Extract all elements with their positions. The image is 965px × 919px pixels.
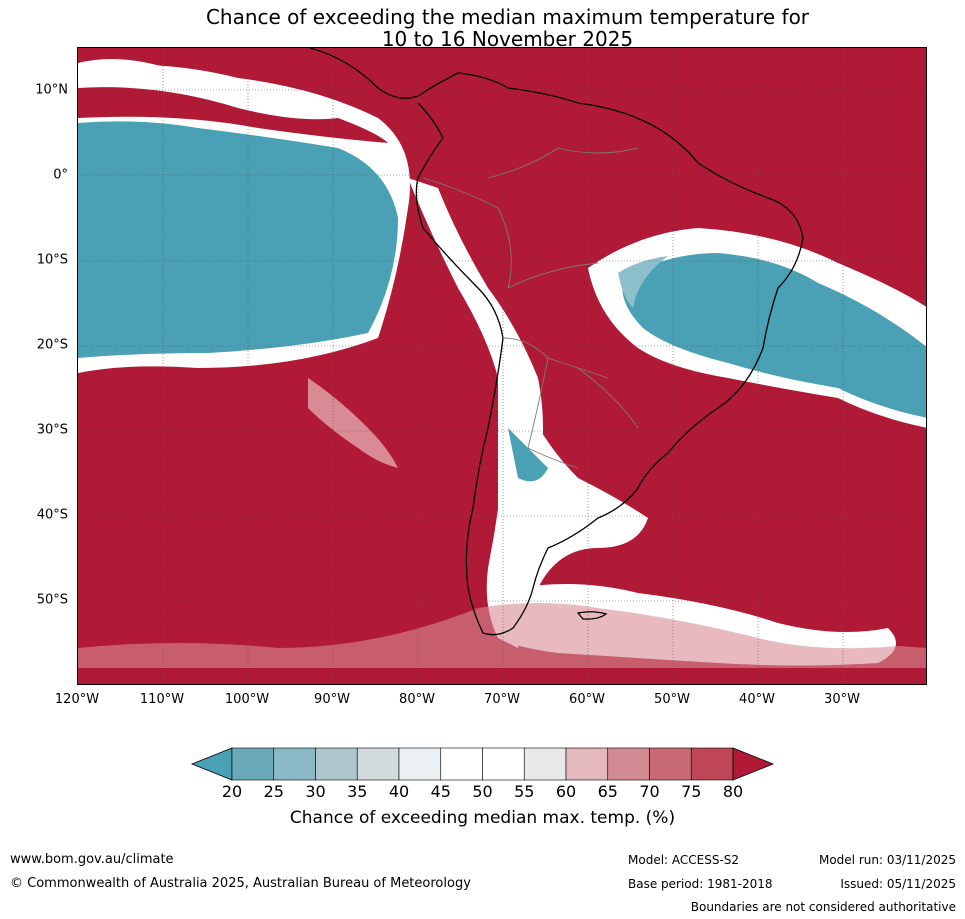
- colorbar-segment: [231, 747, 275, 781]
- colorbar-under-arrow: [190, 747, 233, 781]
- colorbar-tick-label: 50: [472, 782, 493, 801]
- neutral-band-southern-cone: [498, 348, 648, 608]
- mid-high-band-south-atlantic: [78, 603, 926, 684]
- colorbar-segment: [565, 747, 609, 781]
- lat-label-0: 0°: [53, 167, 68, 183]
- colorbar-segment: [482, 747, 525, 781]
- colorbar-tick-label: 60: [555, 782, 577, 801]
- colorbar-tick-label: 55: [514, 782, 535, 801]
- falkland-islands: [576, 611, 608, 620]
- mid-high-patch-south-pacific: [308, 378, 398, 468]
- colorbar-tick-label: 25: [263, 782, 284, 801]
- base-period-text: Base period: 1981-2018: [628, 877, 773, 891]
- colorbar-segment: [523, 747, 567, 781]
- lon-label-110w: 110°W: [139, 692, 185, 707]
- colorbar-tick-label: 40: [388, 782, 410, 801]
- neutral-patch-northwest: [78, 59, 168, 80]
- disclaimer-text: Boundaries are not considered authoritat…: [690, 900, 956, 914]
- south-america-coastline: [309, 48, 804, 636]
- colorbar-label: Chance of exceeding median max. temp. (%…: [289, 808, 676, 828]
- model-text: Model: ACCESS-S2: [628, 853, 740, 867]
- low-probability-pacific: [78, 121, 398, 358]
- colorbar-segment: [649, 747, 692, 781]
- colorbar-tick-label: 80: [722, 782, 744, 801]
- colorbar-tick-label: 45: [430, 782, 451, 801]
- lon-label-50w: 50°W: [654, 692, 690, 707]
- lon-label-90w: 90°W: [314, 692, 350, 707]
- graticule: [78, 48, 926, 684]
- colorbar-segment: [607, 747, 650, 781]
- lat-label-40s: 40°S: [36, 507, 68, 523]
- colorbar-tick-label: 75: [681, 782, 702, 801]
- colorbar: [190, 747, 775, 781]
- colorbar-segment: [440, 747, 483, 781]
- map-title-line-1: Chance of exceeding the median maximum t…: [205, 5, 810, 29]
- colorbar-tick-label: 65: [597, 782, 618, 801]
- lat-label-20s: 20°S: [36, 337, 68, 353]
- colorbar-segment: [690, 747, 734, 781]
- low-probability-brazil: [622, 253, 926, 418]
- colorbar-tick-label: 35: [347, 782, 368, 801]
- lon-label-30w: 30°W: [824, 692, 860, 707]
- country-boundaries: [422, 147, 639, 469]
- lat-label-10s: 10°S: [36, 252, 68, 268]
- map-canvas: [78, 48, 926, 684]
- website-link[interactable]: www.bom.gov.au/climate: [10, 852, 174, 867]
- mid-probability-brazil: [618, 256, 668, 308]
- colorbar-segment: [315, 747, 358, 781]
- map-title-line-2: 10 to 16 November 2025: [381, 27, 634, 51]
- colorbar-segment: [273, 747, 316, 781]
- lon-label-80w: 80°W: [399, 692, 435, 707]
- lon-label-100w: 100°W: [224, 692, 270, 707]
- colorbar-segment: [356, 747, 400, 781]
- lon-label-120w: 120°W: [54, 692, 100, 707]
- lat-label-30s: 30°S: [36, 422, 68, 438]
- lon-label-40w: 40°W: [739, 692, 775, 707]
- colorbar-tick-label: 20: [221, 782, 243, 801]
- colorbar-segment: [398, 747, 442, 781]
- colorbar-tick-label: 30: [305, 782, 326, 801]
- lon-label-70w: 70°W: [484, 692, 520, 707]
- high-band-north-pacific: [78, 87, 388, 143]
- issued-text: Issued: 05/11/2025: [840, 877, 956, 891]
- lon-label-60w: 60°W: [569, 692, 605, 707]
- colorbar-tick-label: 70: [639, 782, 660, 801]
- high-band-south: [78, 668, 926, 684]
- lat-label-10n: 10°N: [35, 82, 68, 98]
- copyright-text: © Commonwealth of Australia 2025, Austra…: [10, 876, 471, 891]
- lat-label-50s: 50°S: [36, 592, 68, 608]
- model-run-text: Model run: 03/11/2025: [818, 853, 956, 867]
- forecast-map: [77, 47, 927, 685]
- colorbar-over-arrow: [732, 747, 775, 781]
- low-probability-southern-cone: [508, 428, 548, 482]
